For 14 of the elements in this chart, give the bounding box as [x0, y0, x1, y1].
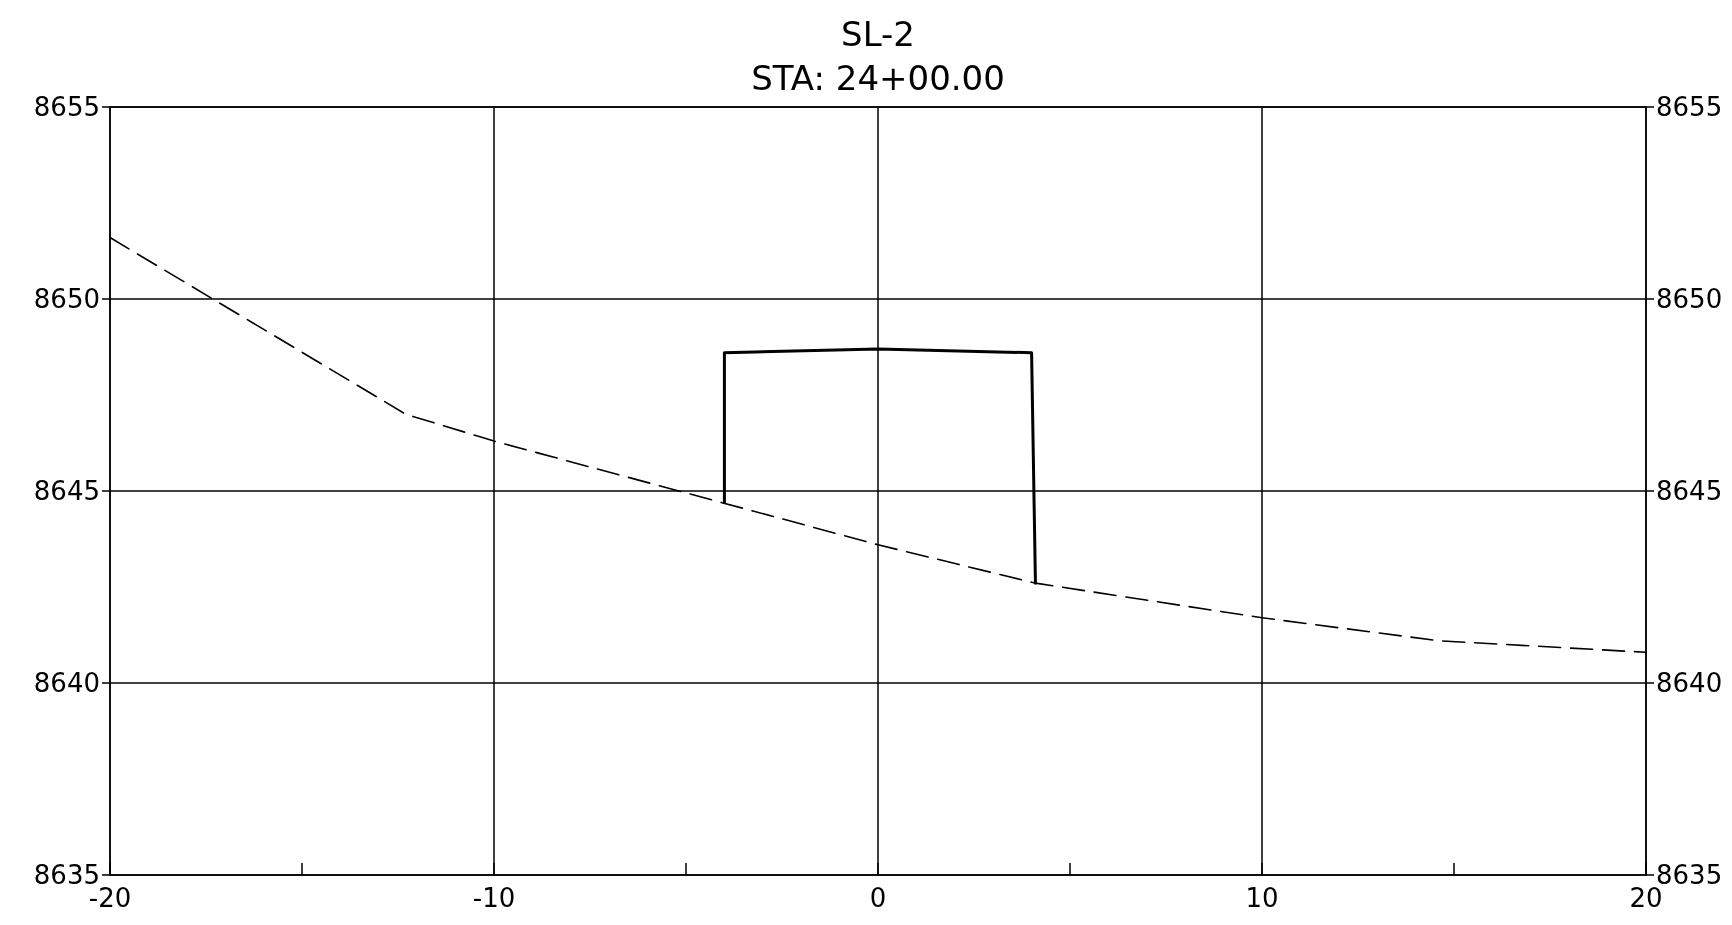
y-tick-label: 8645 [33, 476, 100, 507]
y-tick-label: 8655 [33, 92, 100, 123]
y2-tick-label: 8655 [1656, 92, 1723, 123]
x-tick-label: -10 [472, 883, 516, 913]
x-tick-label: 0 [869, 883, 887, 913]
y-tick-label: 8650 [33, 284, 100, 315]
x-tick-label: 20 [1629, 883, 1663, 913]
y2-tick-label: 8650 [1656, 284, 1723, 315]
chart-subtitle: STA: 24+00.00 [751, 58, 1005, 98]
x-tick-label: 10 [1245, 883, 1279, 913]
y-tick-label: 8640 [33, 668, 100, 699]
y2-tick-label: 8645 [1656, 476, 1723, 507]
chart-title: SL-2 [841, 14, 915, 54]
y2-tick-label: 8640 [1656, 668, 1723, 699]
